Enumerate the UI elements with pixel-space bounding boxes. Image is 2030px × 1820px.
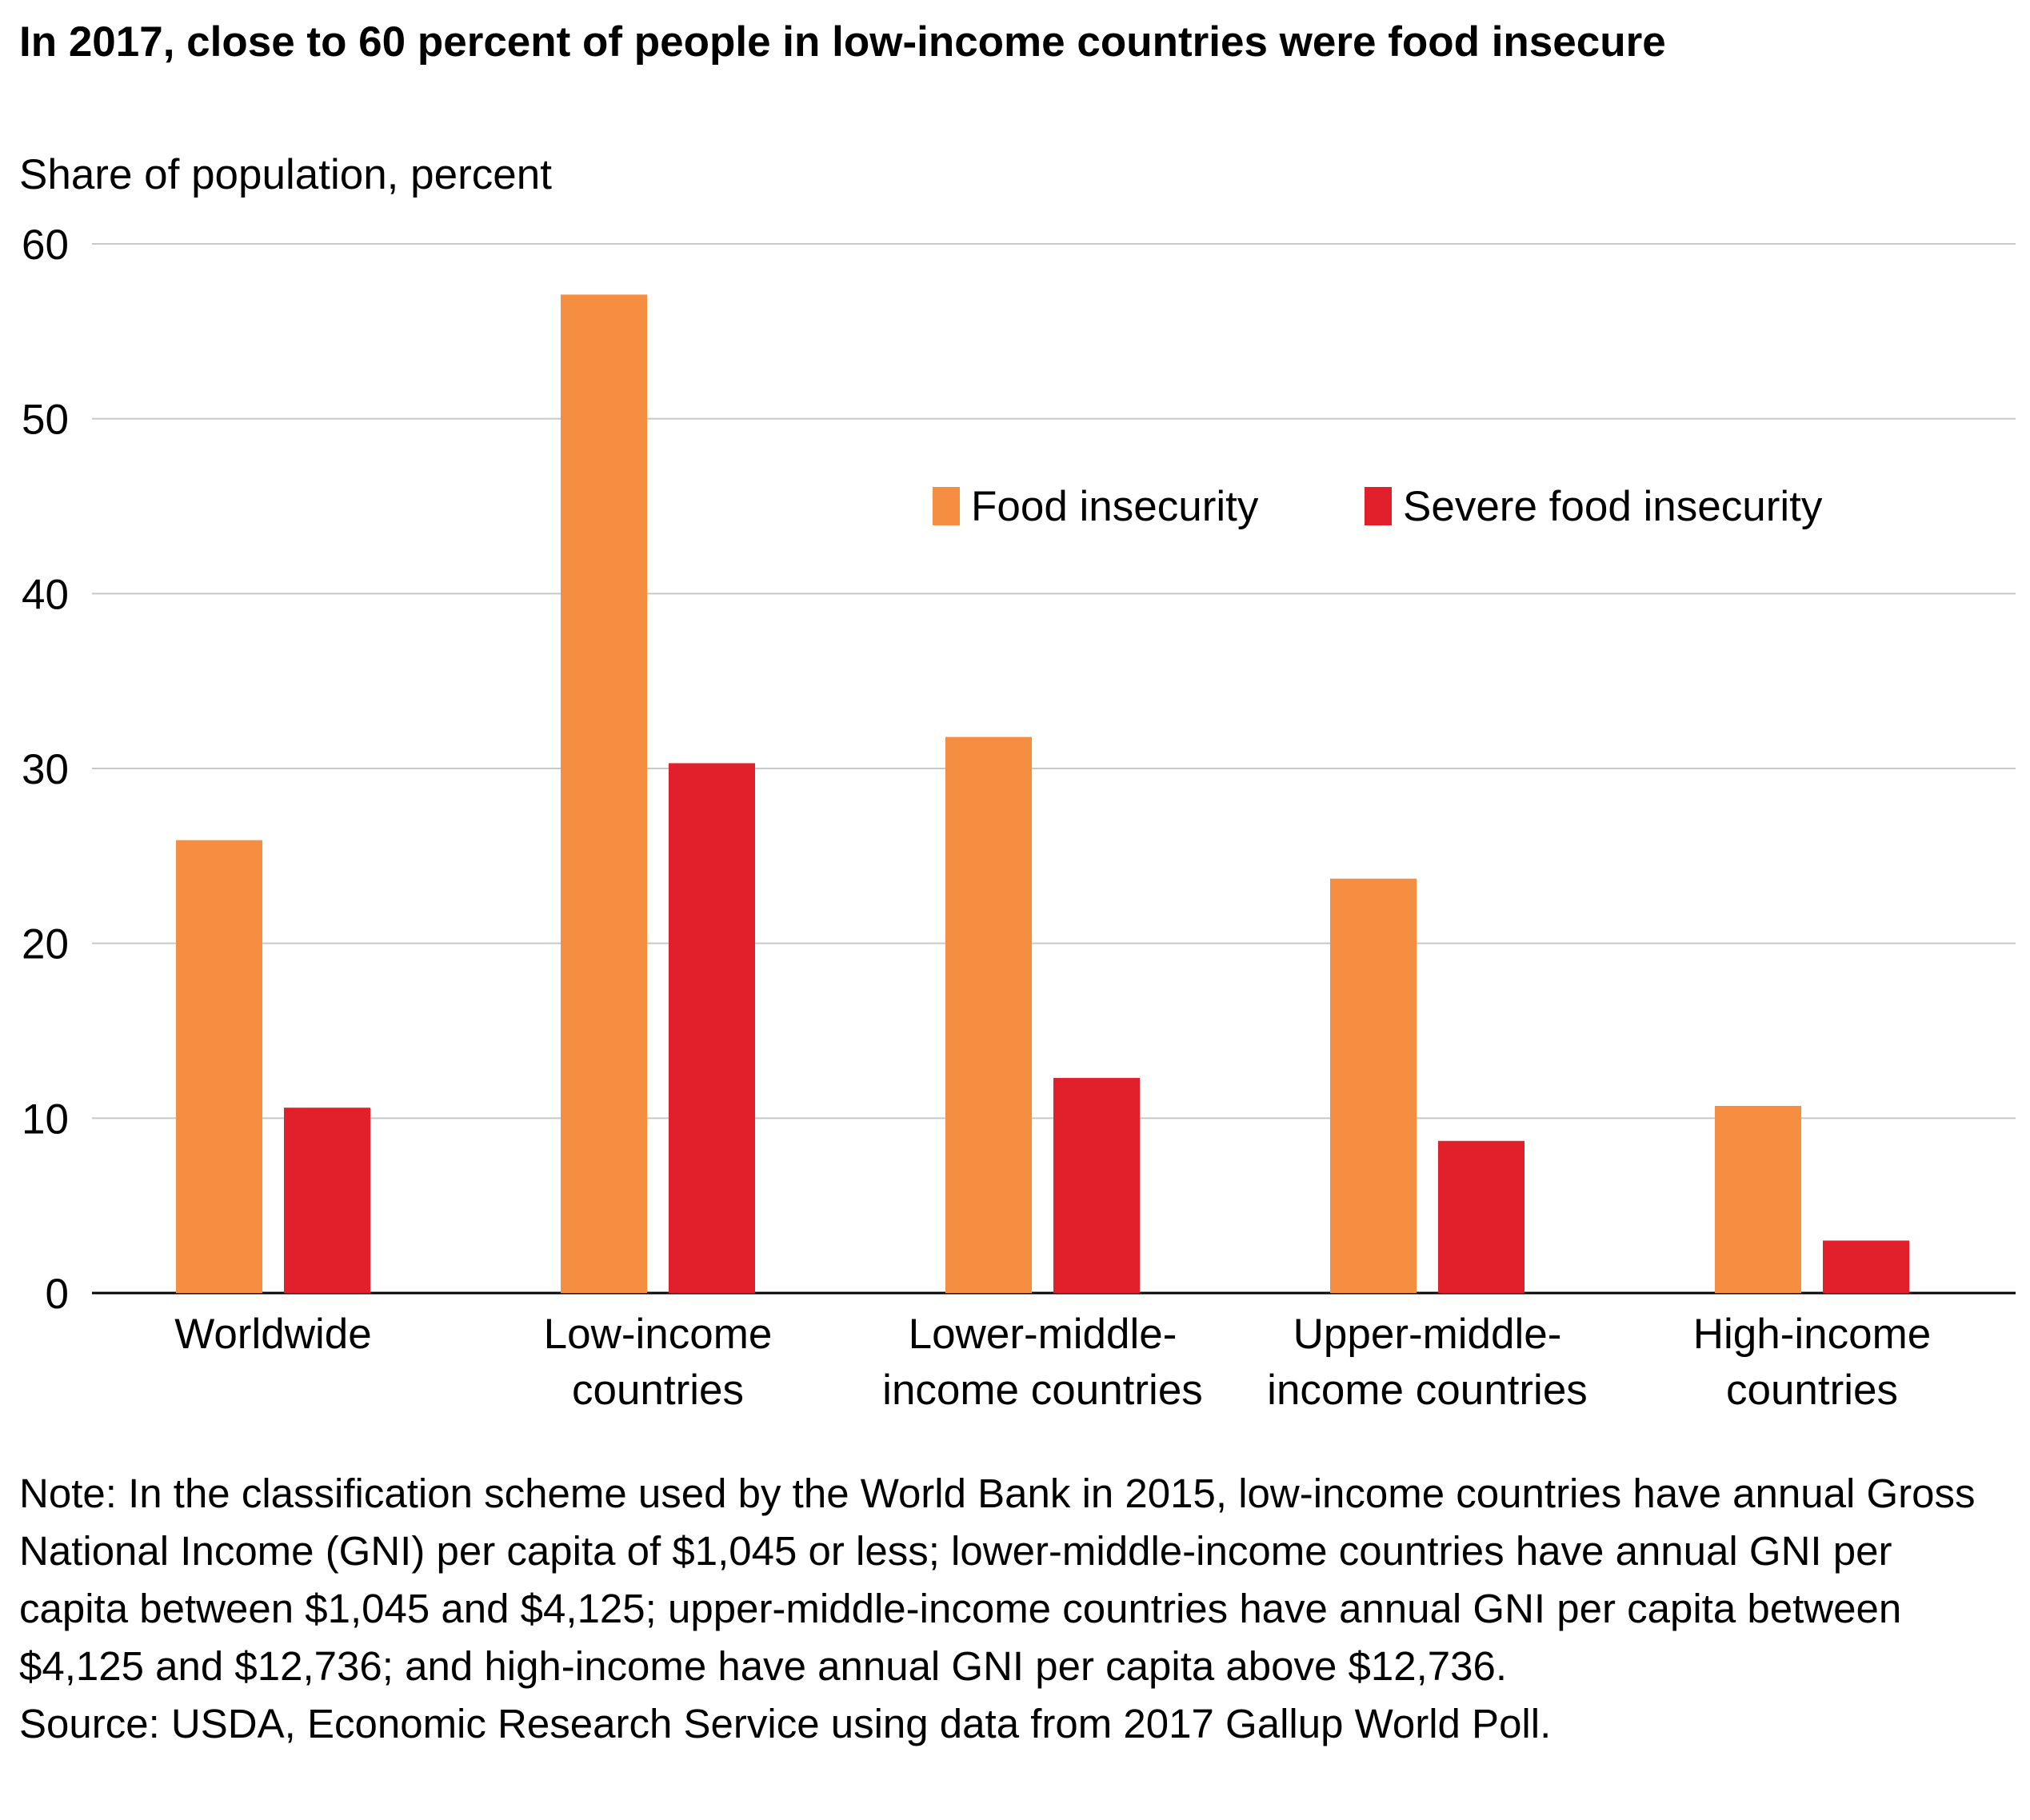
legend-label: Food insecurity — [971, 483, 1259, 530]
chart-title: In 2017, close to 60 percent of people i… — [19, 18, 1666, 66]
category-label: Worldwide — [174, 1311, 371, 1358]
severe-food-insecurity-bar — [1823, 1240, 1909, 1293]
category-labels: Worldwide Low-income countries Lower-middle… — [174, 1311, 1931, 1414]
y-tick-label: 20 — [22, 921, 69, 968]
food-insecurity-bar — [1330, 878, 1417, 1293]
y-tick-label: 50 — [22, 397, 69, 444]
legend: Food insecurity Severe food insecurity — [933, 483, 1823, 530]
y-tick-label: 10 — [22, 1096, 69, 1143]
category-label: countries — [1726, 1367, 1898, 1414]
food-insecurity-bar — [1715, 1106, 1801, 1293]
severe-food-insecurity-bar — [669, 763, 755, 1293]
category-label: Lower-middle- — [909, 1311, 1177, 1358]
category-label: income countries — [1267, 1367, 1588, 1414]
category-label: Low-income — [544, 1311, 773, 1358]
food-insecurity-bar — [176, 840, 262, 1293]
bar-chart: 0 10 20 30 40 50 60 Worldwide Low-income countri… — [22, 222, 2016, 1414]
bars — [176, 294, 1909, 1293]
category-label: Upper-middle- — [1293, 1311, 1562, 1358]
legend-swatch — [933, 487, 960, 525]
y-tick-labels: 0 10 20 30 40 50 60 — [22, 222, 69, 1318]
y-tick-label: 60 — [22, 222, 69, 269]
severe-food-insecurity-bar — [1053, 1078, 1140, 1293]
legend-swatch — [1365, 487, 1392, 525]
y-tick-label: 0 — [46, 1271, 69, 1318]
y-tick-label: 40 — [22, 571, 69, 618]
note-text: Note: In the classification scheme used … — [19, 1471, 1976, 1689]
food-insecurity-bar — [945, 736, 1032, 1293]
y-tick-label: 30 — [22, 746, 69, 793]
severe-food-insecurity-bar — [284, 1108, 370, 1293]
severe-food-insecurity-bar — [1438, 1140, 1524, 1293]
source-text: Source: USDA, Economic Research Service … — [19, 1701, 1552, 1746]
category-label: income countries — [882, 1367, 1203, 1414]
y-axis-label: Share of population, percent — [19, 151, 552, 198]
footnote: Note: In the classification scheme used … — [19, 1465, 2003, 1753]
food-insecurity-bar — [561, 294, 647, 1293]
category-label: countries — [572, 1367, 744, 1414]
category-label: High-income — [1693, 1311, 1932, 1358]
legend-label: Severe food insecurity — [1403, 483, 1823, 530]
